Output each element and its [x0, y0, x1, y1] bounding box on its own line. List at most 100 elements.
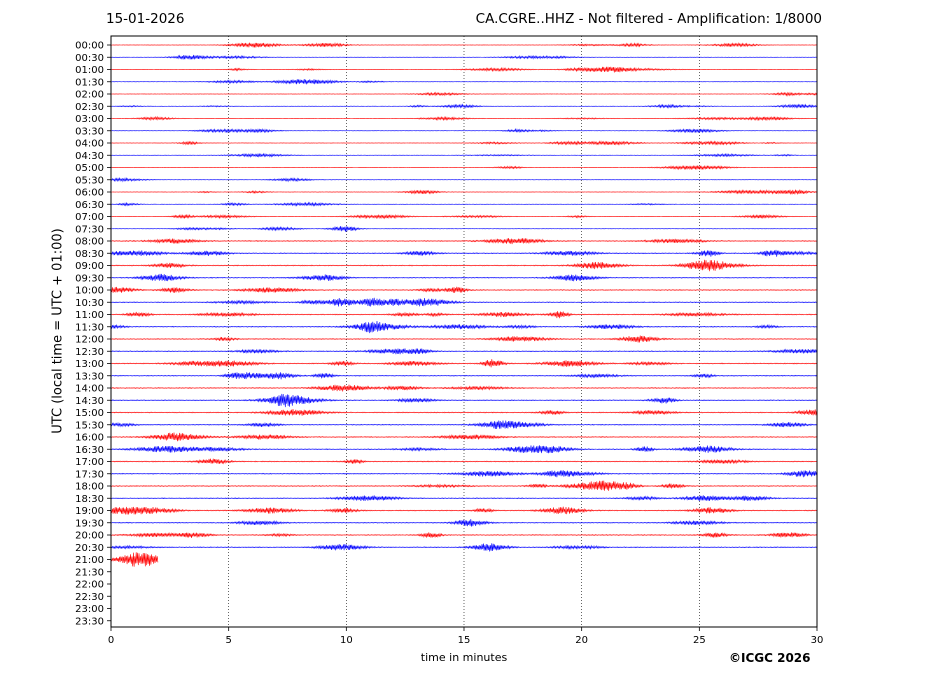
trace-11:30	[110, 321, 817, 334]
ytick-label: 06:30	[75, 200, 104, 211]
trace-04:00	[110, 140, 817, 146]
ytick-label: 13:00	[75, 359, 104, 370]
ytick-label: 19:30	[75, 518, 104, 529]
trace-03:00	[110, 115, 817, 122]
trace-16:30	[110, 445, 817, 454]
ytick-label: 19:00	[75, 506, 104, 517]
ytick-label: 03:30	[75, 126, 104, 137]
trace-17:00	[110, 458, 817, 465]
trace-09:00	[110, 259, 817, 272]
trace-11:00	[110, 311, 817, 319]
trace-02:00	[110, 91, 817, 97]
ytick-label: 10:00	[75, 286, 104, 297]
grid-lines	[228, 36, 700, 627]
xtick-label: 25	[693, 635, 706, 646]
trace-16:00	[110, 432, 817, 442]
trace-18:00	[110, 480, 817, 491]
xtick-label: 5	[225, 635, 231, 646]
trace-12:00	[110, 335, 817, 343]
ytick-label: 23:00	[75, 604, 104, 615]
trace-09:30	[110, 273, 817, 282]
x-axis-ticks: 0 5 10 15 20 25 30	[108, 627, 824, 646]
ytick-label: 02:00	[75, 90, 104, 101]
trace-20:30	[110, 543, 817, 552]
xtick-label: 30	[811, 635, 824, 646]
ytick-label: 15:30	[75, 420, 104, 431]
trace-07:30	[110, 225, 817, 232]
ytick-label: 05:00	[75, 163, 104, 174]
x-axis-label: time in minutes	[420, 651, 508, 664]
xtick-label: 0	[108, 635, 114, 646]
ytick-label: 01:00	[75, 65, 104, 76]
trace-15:00	[110, 409, 817, 416]
ytick-label: 11:00	[75, 310, 104, 321]
trace-12:30	[110, 348, 817, 355]
seismic-traces	[110, 42, 817, 567]
ytick-label: 13:30	[75, 371, 104, 382]
ytick-label: 15:00	[75, 408, 104, 419]
ytick-label: 20:30	[75, 543, 104, 554]
ytick-label: 01:30	[75, 77, 104, 88]
trace-19:00	[110, 506, 817, 515]
xtick-label: 15	[458, 635, 471, 646]
ytick-label: 03:00	[75, 114, 104, 125]
ytick-label: 14:00	[75, 384, 104, 395]
ytick-label: 14:30	[75, 396, 104, 407]
ytick-label: 18:30	[75, 494, 104, 505]
trace-17:30	[110, 470, 817, 478]
trace-04:30	[110, 152, 817, 158]
trace-00:00	[110, 42, 817, 48]
ytick-label: 21:30	[75, 567, 104, 578]
ytick-label: 11:30	[75, 322, 104, 333]
trace-20:00	[110, 532, 817, 539]
copyright-notice: ©ICGC 2026	[729, 651, 811, 665]
ytick-label: 08:30	[75, 249, 104, 260]
ytick-label: 06:00	[75, 188, 104, 199]
ytick-label: 04:30	[75, 151, 104, 162]
ytick-label: 04:00	[75, 139, 104, 150]
trace-10:00	[110, 286, 817, 293]
station-info: CA.CGRE..HHZ - Not filtered - Amplificat…	[475, 11, 822, 27]
ytick-label: 20:00	[75, 531, 104, 542]
ytick-label: 12:00	[75, 335, 104, 346]
ytick-label: 16:00	[75, 433, 104, 444]
ytick-label: 05:30	[75, 175, 104, 186]
trace-01:00	[110, 66, 817, 73]
ytick-label: 09:30	[75, 273, 104, 284]
ytick-label: 17:00	[75, 457, 104, 468]
ytick-label: 00:00	[75, 41, 104, 52]
trace-03:30	[110, 128, 817, 134]
ytick-label: 21:00	[75, 555, 104, 566]
ytick-label: 23:30	[75, 616, 104, 627]
trace-10:30	[110, 297, 817, 307]
ytick-label: 09:00	[75, 261, 104, 272]
trace-05:00	[110, 165, 817, 171]
trace-00:30	[110, 54, 817, 60]
recording-date: 15-01-2026	[106, 11, 185, 27]
trace-06:30	[110, 201, 817, 207]
trace-14:30	[110, 393, 817, 408]
trace-13:30	[110, 372, 817, 380]
ytick-label: 12:30	[75, 347, 104, 358]
trace-05:30	[110, 177, 817, 183]
ytick-label: 10:30	[75, 298, 104, 309]
y-axis-label: UTC (local time = UTC + 01:00)	[50, 228, 66, 434]
ytick-label: 00:30	[75, 53, 104, 64]
trace-06:00	[110, 189, 817, 195]
ytick-label: 02:30	[75, 102, 104, 113]
trace-02:30	[110, 103, 817, 109]
trace-21:00	[110, 552, 159, 567]
ytick-label: 16:30	[75, 445, 104, 456]
trace-19:30	[110, 519, 817, 527]
trace-01:30	[110, 79, 817, 85]
ytick-label: 08:00	[75, 237, 104, 248]
trace-14:00	[110, 384, 817, 392]
ytick-label: 07:00	[75, 212, 104, 223]
ytick-label: 18:00	[75, 482, 104, 493]
ytick-label: 17:30	[75, 469, 104, 480]
trace-08:00	[110, 237, 817, 245]
ytick-label: 22:00	[75, 580, 104, 591]
trace-18:30	[110, 495, 817, 502]
